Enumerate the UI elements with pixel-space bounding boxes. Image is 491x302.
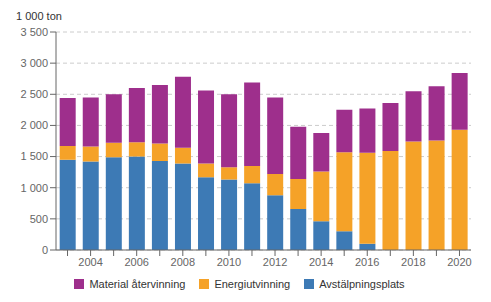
svg-text:2004: 2004 <box>78 256 102 268</box>
html-text:Material återvinning: Material återvinning <box>89 278 186 290</box>
svg-text:2 000: 2 000 <box>20 119 48 131</box>
svg-text:2018: 2018 <box>401 256 425 268</box>
svg-text:0: 0 <box>42 244 48 256</box>
svg-text:2006: 2006 <box>124 256 148 268</box>
svg-text:1 000: 1 000 <box>20 182 48 194</box>
svg-text:2 500: 2 500 <box>20 88 48 100</box>
svg-text:2008: 2008 <box>171 256 195 268</box>
svg-text:2012: 2012 <box>263 256 287 268</box>
svg-text:500: 500 <box>30 213 48 225</box>
svg-text:3 000: 3 000 <box>20 57 48 69</box>
svg-text:2016: 2016 <box>355 256 379 268</box>
svg-text:3 500: 3 500 <box>20 26 48 38</box>
html-text:1 000 ton: 1 000 ton <box>16 10 62 22</box>
svg-text:2010: 2010 <box>217 256 241 268</box>
svg-text:2020: 2020 <box>447 256 471 268</box>
html-text:Energiutvinning: Energiutvinning <box>214 278 291 290</box>
html-text:Avstälpningsplats: Avstälpningsplats <box>319 278 405 290</box>
svg-text:2014: 2014 <box>309 256 333 268</box>
svg-text:1 500: 1 500 <box>20 150 48 162</box>
